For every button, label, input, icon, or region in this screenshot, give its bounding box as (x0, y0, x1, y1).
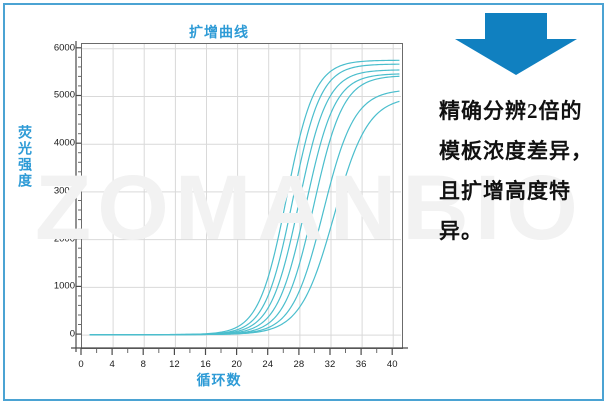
chart-title: 扩增曲线 (189, 24, 249, 40)
x-tick-label: 0 (78, 359, 84, 370)
y-tick-label: 0 (69, 328, 75, 340)
y-tick-label: 5000 (53, 89, 75, 101)
image-frame: ZOMANBIO 扩增曲线 荧光强度 循环数 0 1000 2000 3000 4000… (3, 3, 604, 401)
y-tick-label: 2000 (53, 233, 75, 245)
x-axis-label: 循环数 (196, 372, 242, 388)
amplification-chart: 扩增曲线 荧光强度 循环数 0 1000 2000 3000 4000 5000 6000 … (13, 13, 425, 401)
chart-curves (89, 59, 400, 336)
down-arrow-icon (455, 13, 577, 75)
x-tick-label: 24 (262, 359, 273, 370)
callout-text: 精确分辨2倍的模板浓度差异，且扩增高度特异。 (439, 99, 593, 243)
y-tick-label: 3000 (53, 185, 75, 197)
x-tick-label: 28 (293, 359, 305, 370)
x-tick-label: 40 (386, 359, 398, 370)
y-tick-label: 4000 (53, 137, 75, 149)
plot-area (81, 43, 403, 349)
callout-panel: 精确分辨2倍的模板浓度差异，且扩增高度特异。 (435, 13, 601, 401)
y-axis-label: 荧光强度 (17, 125, 33, 189)
y-tick-label: 6000 (53, 42, 75, 54)
x-tick-label: 4 (109, 359, 115, 370)
x-tick-label: 32 (324, 359, 336, 370)
x-tick-label: 36 (355, 359, 367, 370)
x-tick-label: 20 (231, 359, 242, 370)
chart-gridlines (82, 44, 401, 347)
y-tick-label: 1000 (53, 280, 75, 292)
x-tick-label: 8 (140, 359, 146, 370)
x-tick-label: 12 (169, 359, 180, 370)
x-tick-label: 16 (200, 359, 211, 370)
